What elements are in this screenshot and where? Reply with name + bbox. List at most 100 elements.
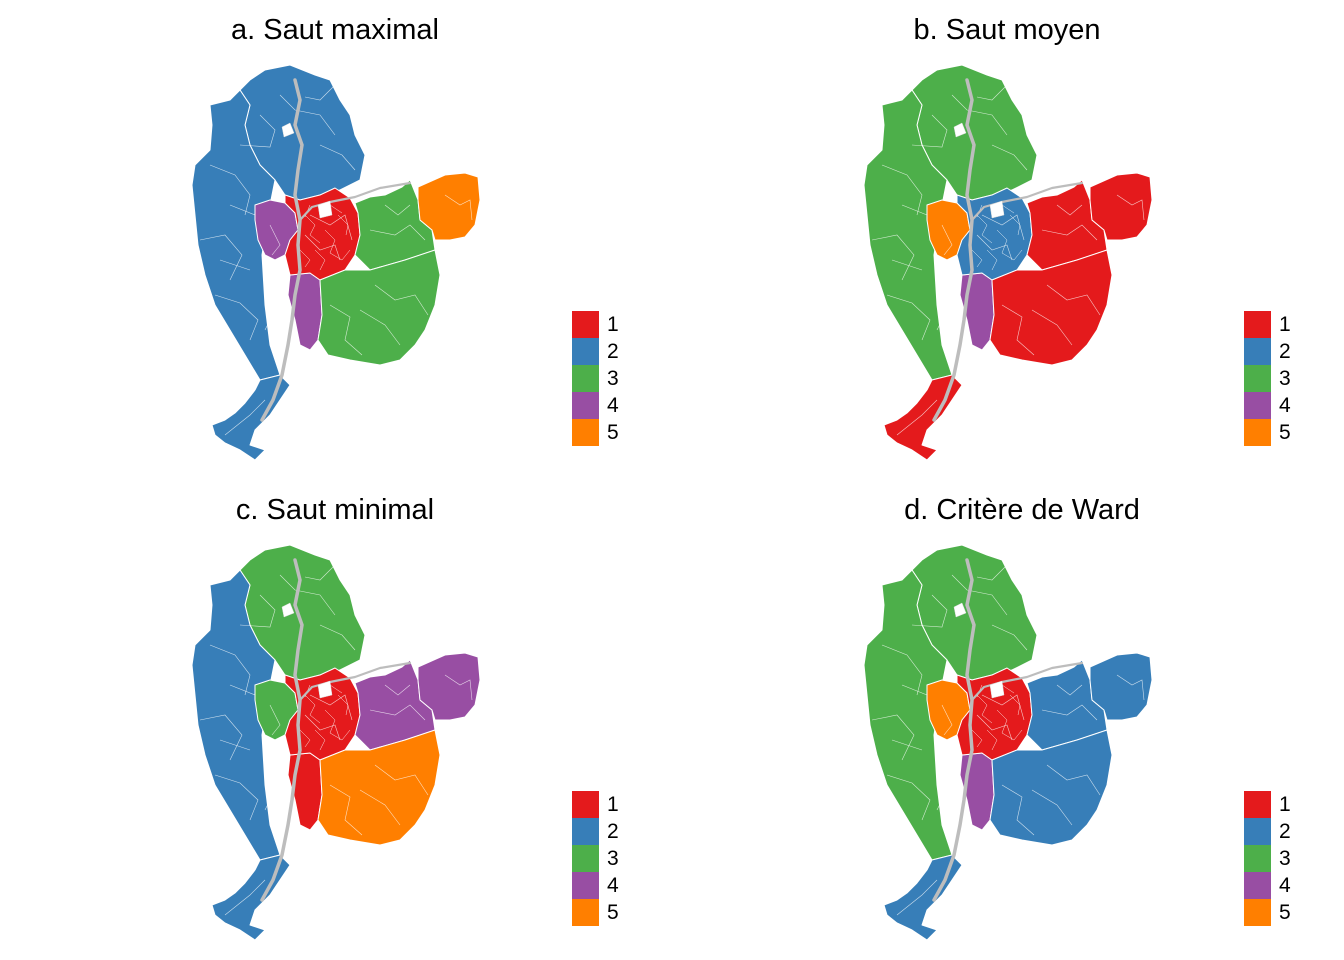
water-body <box>953 602 967 618</box>
water-body <box>281 602 295 618</box>
district-border <box>941 224 953 256</box>
legend-label: 5 <box>1279 901 1291 924</box>
legend-swatch <box>1244 899 1271 926</box>
district-border <box>319 144 356 171</box>
legend-label: 2 <box>1279 340 1291 363</box>
river-tributary <box>970 181 1084 222</box>
district-border <box>199 234 243 281</box>
river-tributary <box>298 661 412 702</box>
legend-swatch <box>572 791 599 818</box>
district-border <box>951 94 1008 136</box>
panel-title: d. Critère de Ward <box>904 494 1140 526</box>
legend-label: 3 <box>607 367 619 390</box>
district-border <box>304 234 341 261</box>
district-border <box>224 399 266 436</box>
district-border <box>971 729 983 748</box>
legend-swatch <box>1244 872 1271 899</box>
district-border <box>911 114 948 148</box>
choropleth-map <box>191 64 481 461</box>
water-body <box>989 680 1005 699</box>
district-border <box>996 709 1015 741</box>
legend-label: 2 <box>607 820 619 843</box>
district-border <box>1031 789 1073 826</box>
district-border <box>936 789 948 811</box>
legend-label: 1 <box>607 793 619 816</box>
district-border <box>941 704 953 736</box>
district-border <box>1056 684 1083 696</box>
district-border <box>444 194 473 221</box>
district-border <box>986 729 998 751</box>
district-border <box>329 784 363 836</box>
district-region-south-tail <box>883 854 963 941</box>
district-region-south-tail <box>211 374 291 461</box>
district-border <box>384 204 411 216</box>
legend-label: 4 <box>1279 394 1291 417</box>
district-region-far-northeast <box>417 172 481 241</box>
district-border <box>1041 704 1098 721</box>
legend-swatch <box>572 872 599 899</box>
legend-swatch <box>1244 845 1271 872</box>
district-border <box>214 294 259 341</box>
district-border <box>341 729 351 741</box>
district-border <box>209 164 251 216</box>
district-border <box>896 879 938 916</box>
district-border <box>324 229 343 261</box>
district-border <box>1031 309 1073 346</box>
water-body <box>317 200 333 219</box>
district-border <box>1009 214 1021 236</box>
district-border <box>279 574 336 616</box>
map-panel-a: a. Saut maximal 1 2 3 4 5 <box>0 0 672 480</box>
choropleth-map <box>863 544 1153 941</box>
legend-label: 3 <box>1279 847 1291 870</box>
district-border <box>269 704 281 736</box>
district-border <box>214 774 259 821</box>
district-border <box>1056 204 1083 216</box>
choropleth-map <box>191 544 481 941</box>
district-border <box>264 789 276 811</box>
district-border <box>239 594 276 628</box>
district-border <box>279 94 336 136</box>
legend-label: 1 <box>607 313 619 336</box>
legend-swatch <box>1244 392 1271 419</box>
district-border <box>359 309 401 346</box>
district-border <box>1013 249 1023 261</box>
district-border <box>359 789 401 826</box>
district-border <box>1001 204 1015 214</box>
district-border <box>329 204 343 214</box>
river-tributary <box>298 181 412 222</box>
district-border <box>991 624 1028 651</box>
district-border <box>886 294 931 341</box>
district-region-south-tail <box>211 854 291 941</box>
district-border <box>444 674 473 701</box>
district-border <box>369 704 426 721</box>
district-region-southeast <box>989 249 1113 366</box>
legend-label: 5 <box>607 901 619 924</box>
legend-label: 1 <box>1279 313 1291 336</box>
panel-title: a. Saut maximal <box>231 14 439 46</box>
district-border <box>976 714 1013 741</box>
district-border <box>374 764 429 796</box>
river-rhone <box>932 558 976 902</box>
choropleth-map <box>863 64 1153 461</box>
district-border <box>981 694 1025 721</box>
legend-swatch <box>572 311 599 338</box>
district-border <box>1001 784 1035 836</box>
district-border <box>976 84 1008 101</box>
river-tributary <box>970 661 1084 702</box>
river-rhone <box>260 558 304 902</box>
legend-swatch <box>572 899 599 926</box>
map-panel-c: c. Saut minimal 1 2 3 4 5 <box>0 480 672 960</box>
district-border <box>314 729 326 751</box>
water-body <box>317 680 333 699</box>
legend-label: 2 <box>1279 820 1291 843</box>
legend-label: 5 <box>1279 421 1291 444</box>
district-border <box>319 624 356 651</box>
district-border <box>1009 694 1021 716</box>
district-border <box>986 249 998 271</box>
district-region-south-tail <box>883 374 963 461</box>
legend-swatch <box>1244 419 1271 446</box>
district-border <box>891 739 923 751</box>
district-border <box>299 249 311 268</box>
district-border <box>881 644 923 696</box>
district-border <box>224 879 266 916</box>
